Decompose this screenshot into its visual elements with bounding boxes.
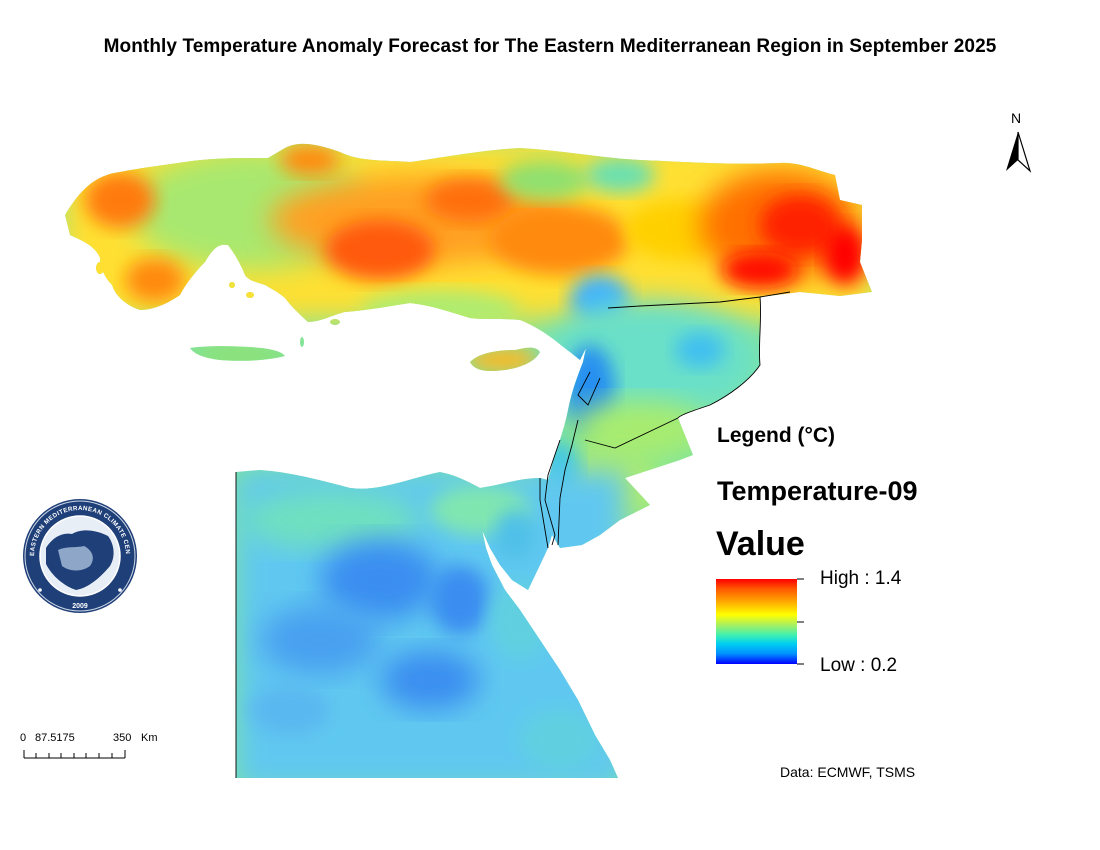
scale-unit: Km [141, 732, 158, 744]
emcc-logo: EASTERN MEDITERRANEAN CLIMATE CENTRE 200… [0, 0, 137, 613]
temperature-anomaly-raster [65, 143, 872, 778]
logo-year: 2009 [72, 603, 88, 610]
country-borders [235, 291, 791, 778]
legend-high-label: High : 1.4 [820, 568, 902, 589]
scale-label-1: 87.5175 [35, 732, 75, 744]
legend-heading: Legend (°C) [717, 424, 836, 447]
scale-bar [23, 750, 126, 759]
legend-low-label: Low : 0.2 [820, 655, 898, 676]
north-label: N [1011, 110, 1022, 126]
legend-color-ramp [716, 579, 797, 664]
north-arrow-icon [1006, 131, 1032, 173]
data-credits: Data: ECMWF, TSMS [780, 764, 916, 780]
legend-layer-name: Temperature-09 [717, 476, 918, 506]
scale-label-2: 350 [113, 732, 132, 744]
legend-ticks [797, 578, 804, 665]
legend-field-name: Value [716, 525, 805, 563]
map-title: Monthly Temperature Anomaly Forecast for… [103, 36, 997, 57]
scale-label-0: 0 [20, 732, 27, 744]
